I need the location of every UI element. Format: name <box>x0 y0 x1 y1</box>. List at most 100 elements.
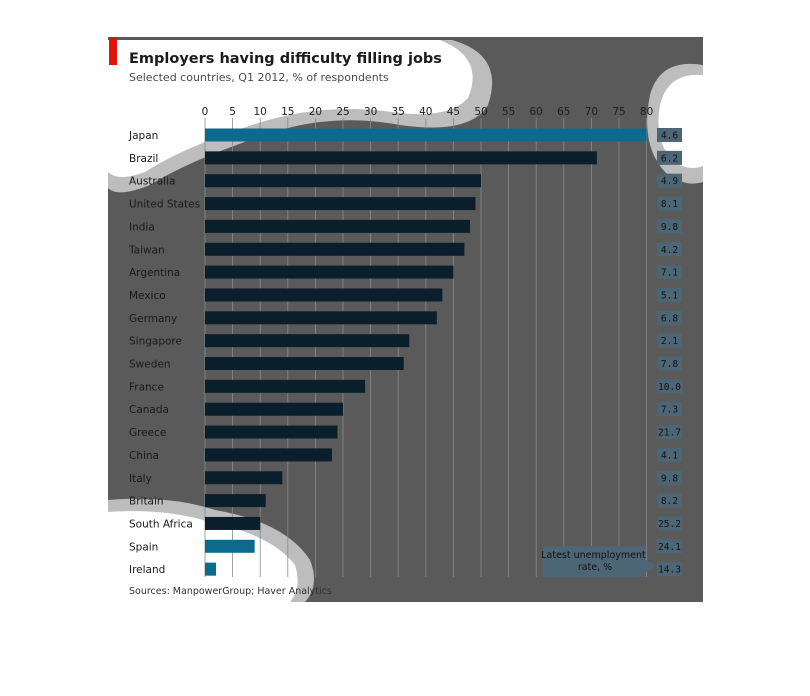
value-box <box>657 196 682 211</box>
bar <box>205 311 437 325</box>
category-label: Japan <box>128 130 158 142</box>
legend-box <box>543 546 656 577</box>
category-label: Sweden <box>129 359 171 371</box>
x-tick-label: 35 <box>392 106 405 118</box>
category-label: South Africa <box>129 518 193 530</box>
value-box <box>657 425 682 440</box>
accent-bar <box>109 37 117 65</box>
chart-title: Employers having difficulty filling jobs <box>129 51 442 67</box>
unemployment-value: 21.7 <box>658 428 681 439</box>
legend-text: Latest unemployment rate, % <box>541 550 649 573</box>
category-label: Brazil <box>129 153 158 165</box>
value-box <box>657 470 682 485</box>
source-note: Sources: ManpowerGroup; Haver Analytics <box>129 586 332 597</box>
bar <box>205 425 338 439</box>
x-tick-label: 15 <box>281 106 294 118</box>
bar <box>205 197 476 211</box>
bar <box>205 357 404 370</box>
lens-bottom-left <box>108 511 298 602</box>
category-labels: Japan Brazil Australia United States India Ta… <box>128 130 200 576</box>
bar <box>205 174 481 188</box>
category-label: Singapore <box>129 336 182 348</box>
value-box <box>657 379 682 394</box>
category-label: China <box>129 450 159 462</box>
unemployment-value: 4.2 <box>661 245 678 256</box>
lens-overlays <box>108 40 703 602</box>
unemployment-value: 14.3 <box>658 565 681 576</box>
x-tick-label: 5 <box>229 106 236 118</box>
unemployment-value: 4.6 <box>661 131 678 142</box>
bar <box>205 379 366 393</box>
unemployment-value: 5.1 <box>661 290 678 301</box>
unemployment-value: 7.3 <box>661 405 678 416</box>
category-label: Italy <box>129 473 152 485</box>
x-tick-label: 65 <box>557 106 570 118</box>
category-label: India <box>129 221 155 233</box>
gridlines <box>204 118 647 577</box>
x-tick-label: 30 <box>364 106 377 118</box>
lens-top-left <box>108 40 473 177</box>
bar <box>205 516 261 530</box>
bars <box>205 128 647 576</box>
x-tick-label: 80 <box>640 106 653 118</box>
bar <box>205 494 266 508</box>
unemployment-value: 2.1 <box>661 336 678 347</box>
value-box <box>657 310 682 325</box>
value-box <box>657 265 682 280</box>
x-tick-labels: 0 5 10 15 20 25 30 35 40 45 50 55 60 65 70 75 80 <box>202 106 654 118</box>
bar <box>205 151 597 165</box>
value-box <box>657 356 682 371</box>
unemployment-value: 6.2 <box>661 153 678 164</box>
unemployment-value: 4.9 <box>661 176 678 187</box>
value-box <box>657 516 682 531</box>
chart-subtitle: Selected countries, Q1 2012, % of respon… <box>129 71 389 84</box>
category-label: Australia <box>129 176 175 188</box>
unemployment-value: 8.1 <box>661 199 678 210</box>
bar <box>205 288 443 302</box>
unemployment-values: 4.6 6.2 4.9 8.1 9.8 4.2 7.1 5.1 6.8 2.1 7.8 10.0 7.3… <box>657 128 682 577</box>
x-tick-label: 75 <box>612 106 625 118</box>
value-box <box>657 539 682 554</box>
bar <box>205 562 217 576</box>
value-box <box>657 173 682 188</box>
x-tick-label: 40 <box>419 106 432 118</box>
unemployment-value: 4.1 <box>661 450 678 461</box>
lens-top-right <box>658 74 703 168</box>
x-tick-label: 25 <box>336 106 349 118</box>
legend-callout: Latest unemployment rate, % <box>541 546 656 577</box>
category-label: Mexico <box>129 290 166 302</box>
x-tick-label: 10 <box>254 106 267 118</box>
value-box <box>657 219 682 234</box>
category-label: Taiwan <box>128 244 165 256</box>
bar <box>205 242 465 256</box>
bar <box>205 334 410 348</box>
value-box <box>657 128 682 142</box>
bar <box>205 539 255 553</box>
value-box <box>657 150 682 165</box>
unemployment-value: 7.8 <box>661 359 678 370</box>
bar <box>205 219 470 233</box>
category-label: Spain <box>129 541 158 553</box>
value-box <box>657 493 682 508</box>
value-box <box>657 402 682 417</box>
category-label: Germany <box>129 313 177 325</box>
value-box <box>657 562 682 577</box>
x-tick-label: 45 <box>447 106 460 118</box>
category-label: Ireland <box>129 564 165 576</box>
bar <box>205 128 647 142</box>
bar <box>205 471 283 485</box>
category-label: Argentina <box>129 267 180 279</box>
unemployment-value: 9.8 <box>661 473 678 484</box>
value-box <box>657 447 682 462</box>
category-label: Britain <box>129 496 164 508</box>
unemployment-value: 9.8 <box>661 222 678 233</box>
unemployment-value: 24.1 <box>658 542 681 553</box>
x-tick-label: 60 <box>530 106 543 118</box>
category-label: France <box>129 381 164 393</box>
unemployment-value: 10.0 <box>658 382 681 393</box>
x-tick-label: 50 <box>474 106 487 118</box>
category-label: United States <box>129 199 200 211</box>
bar <box>205 402 343 416</box>
category-label: Canada <box>129 404 169 416</box>
